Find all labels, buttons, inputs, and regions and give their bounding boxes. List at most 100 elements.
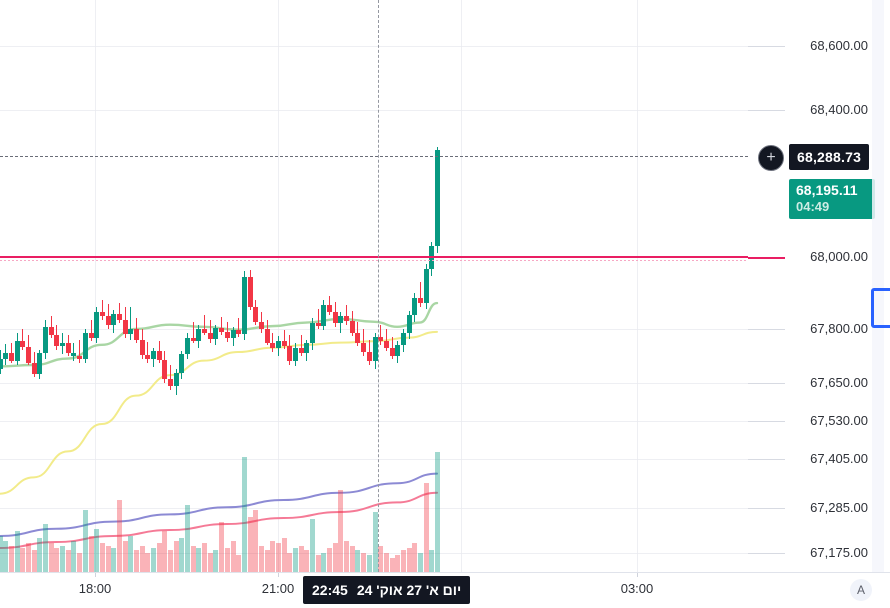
price-line-shadow: [0, 260, 748, 261]
alert-price-value: 68,288.73: [797, 149, 862, 165]
price-scale[interactable]: 68,600.00 68,400.00 68,000.00 67,800.00 67,6…: [748, 0, 890, 572]
gridline-horizontal: [0, 110, 748, 111]
candle-body: [287, 346, 293, 361]
candle-body: [224, 331, 230, 339]
price-tick: [748, 459, 785, 460]
gridline-vertical: [637, 0, 638, 572]
price-scale-label: 67,530.00: [810, 413, 868, 428]
candle-wick: [204, 315, 206, 336]
candle-body: [37, 352, 43, 374]
plus-circle-icon: +: [766, 149, 776, 166]
volume-bar: [264, 550, 270, 572]
candle-body: [383, 341, 389, 349]
time-tick: [278, 573, 279, 577]
volume-bar: [213, 550, 219, 572]
candle-body: [395, 344, 401, 356]
candle-body: [435, 150, 440, 246]
current-price-badge[interactable]: 68,195.11 04:49: [789, 179, 875, 219]
gridline-horizontal: [0, 459, 748, 460]
volume-bar: [304, 550, 310, 572]
candle-wick: [385, 329, 387, 352]
volume-bar: [338, 490, 344, 572]
volume-bar: [82, 509, 88, 572]
volume-bar: [383, 552, 389, 572]
candle-body: [133, 329, 139, 340]
focused-control-outline[interactable]: [871, 288, 890, 328]
candle-wick: [419, 282, 421, 307]
volume-bar: [253, 509, 259, 572]
candle-wick: [90, 320, 92, 341]
candle-body: [162, 359, 168, 380]
candle-body: [145, 354, 151, 360]
candle-body: [355, 332, 361, 344]
volume-bar: [156, 543, 162, 572]
candle-body: [94, 311, 100, 338]
crosshair-time-tooltip: 22:45 יום א' 27 אוק' 24: [303, 576, 471, 604]
candle-body: [230, 330, 236, 339]
volume-bar: [190, 545, 196, 572]
volume-ma-1-line: [0, 472, 438, 537]
candle-body: [344, 316, 350, 322]
volume-bar: [20, 548, 26, 572]
auto-scale-button[interactable]: A: [850, 579, 872, 601]
time-scale-label: 03:00: [620, 581, 654, 596]
volume-bar: [423, 483, 429, 572]
candle-body: [417, 298, 423, 304]
price-tick: [748, 46, 785, 47]
volume-bar: [435, 452, 440, 572]
candle-body: [315, 322, 321, 327]
candle-body: [77, 355, 83, 360]
volume-bar: [327, 548, 333, 572]
add-alert-button[interactable]: +: [758, 145, 784, 171]
candle-wick: [363, 329, 365, 357]
volume-ma-2-line: [0, 491, 438, 549]
candle-body: [253, 306, 259, 322]
volume-bar: [207, 552, 213, 572]
price-scale-label: 67,800.00: [810, 321, 868, 336]
candle-body: [116, 313, 122, 321]
ma-slow-line: [0, 330, 438, 495]
candle-body: [406, 314, 412, 333]
volume-bar: [400, 550, 406, 572]
candle-body: [196, 329, 202, 341]
candle-body: [310, 322, 316, 344]
candle-body: [412, 298, 418, 315]
volume-bar: [9, 545, 14, 572]
volume-bar: [372, 512, 378, 572]
alert-price-badge[interactable]: 68,288.73: [789, 144, 870, 170]
candle-body: [207, 332, 213, 340]
candle-body: [139, 339, 145, 355]
candle-wick: [118, 303, 120, 323]
candle-body: [219, 328, 225, 332]
volume-bar: [116, 500, 122, 572]
gridline-horizontal: [0, 508, 748, 509]
candle-body: [338, 316, 344, 324]
volume-bar: [315, 555, 321, 572]
time-scale[interactable]: 18:00 21:00 03:00 22:45 יום א' 27 אוק' 24 …: [0, 572, 890, 608]
candle-body: [105, 316, 111, 325]
volume-bar: [230, 540, 236, 572]
price-scale-label: 67,285.00: [810, 500, 868, 515]
chart-pane[interactable]: [0, 0, 748, 572]
time-scale-label: 21:00: [261, 581, 295, 596]
volume-bar: [310, 519, 316, 572]
candle-wick: [22, 329, 24, 350]
volume-bar: [31, 550, 37, 572]
gridline-horizontal: [0, 329, 748, 330]
volume-bar: [151, 548, 156, 572]
crosshair-date: יום א' 27 אוק' 24: [356, 582, 462, 598]
candle-wick: [272, 332, 274, 353]
candle-wick: [346, 304, 348, 325]
candle-body: [9, 352, 14, 361]
gridline-horizontal: [0, 421, 748, 422]
candle-body: [327, 305, 333, 312]
volume-bar: [88, 536, 94, 572]
candle-body: [60, 342, 66, 347]
candle-wick: [283, 330, 285, 350]
candle-body: [293, 347, 298, 361]
bar-countdown: 04:49: [796, 199, 830, 215]
price-scale-label: 68,400.00: [810, 102, 868, 117]
volume-bar: [332, 543, 338, 572]
candle-body: [111, 313, 117, 325]
